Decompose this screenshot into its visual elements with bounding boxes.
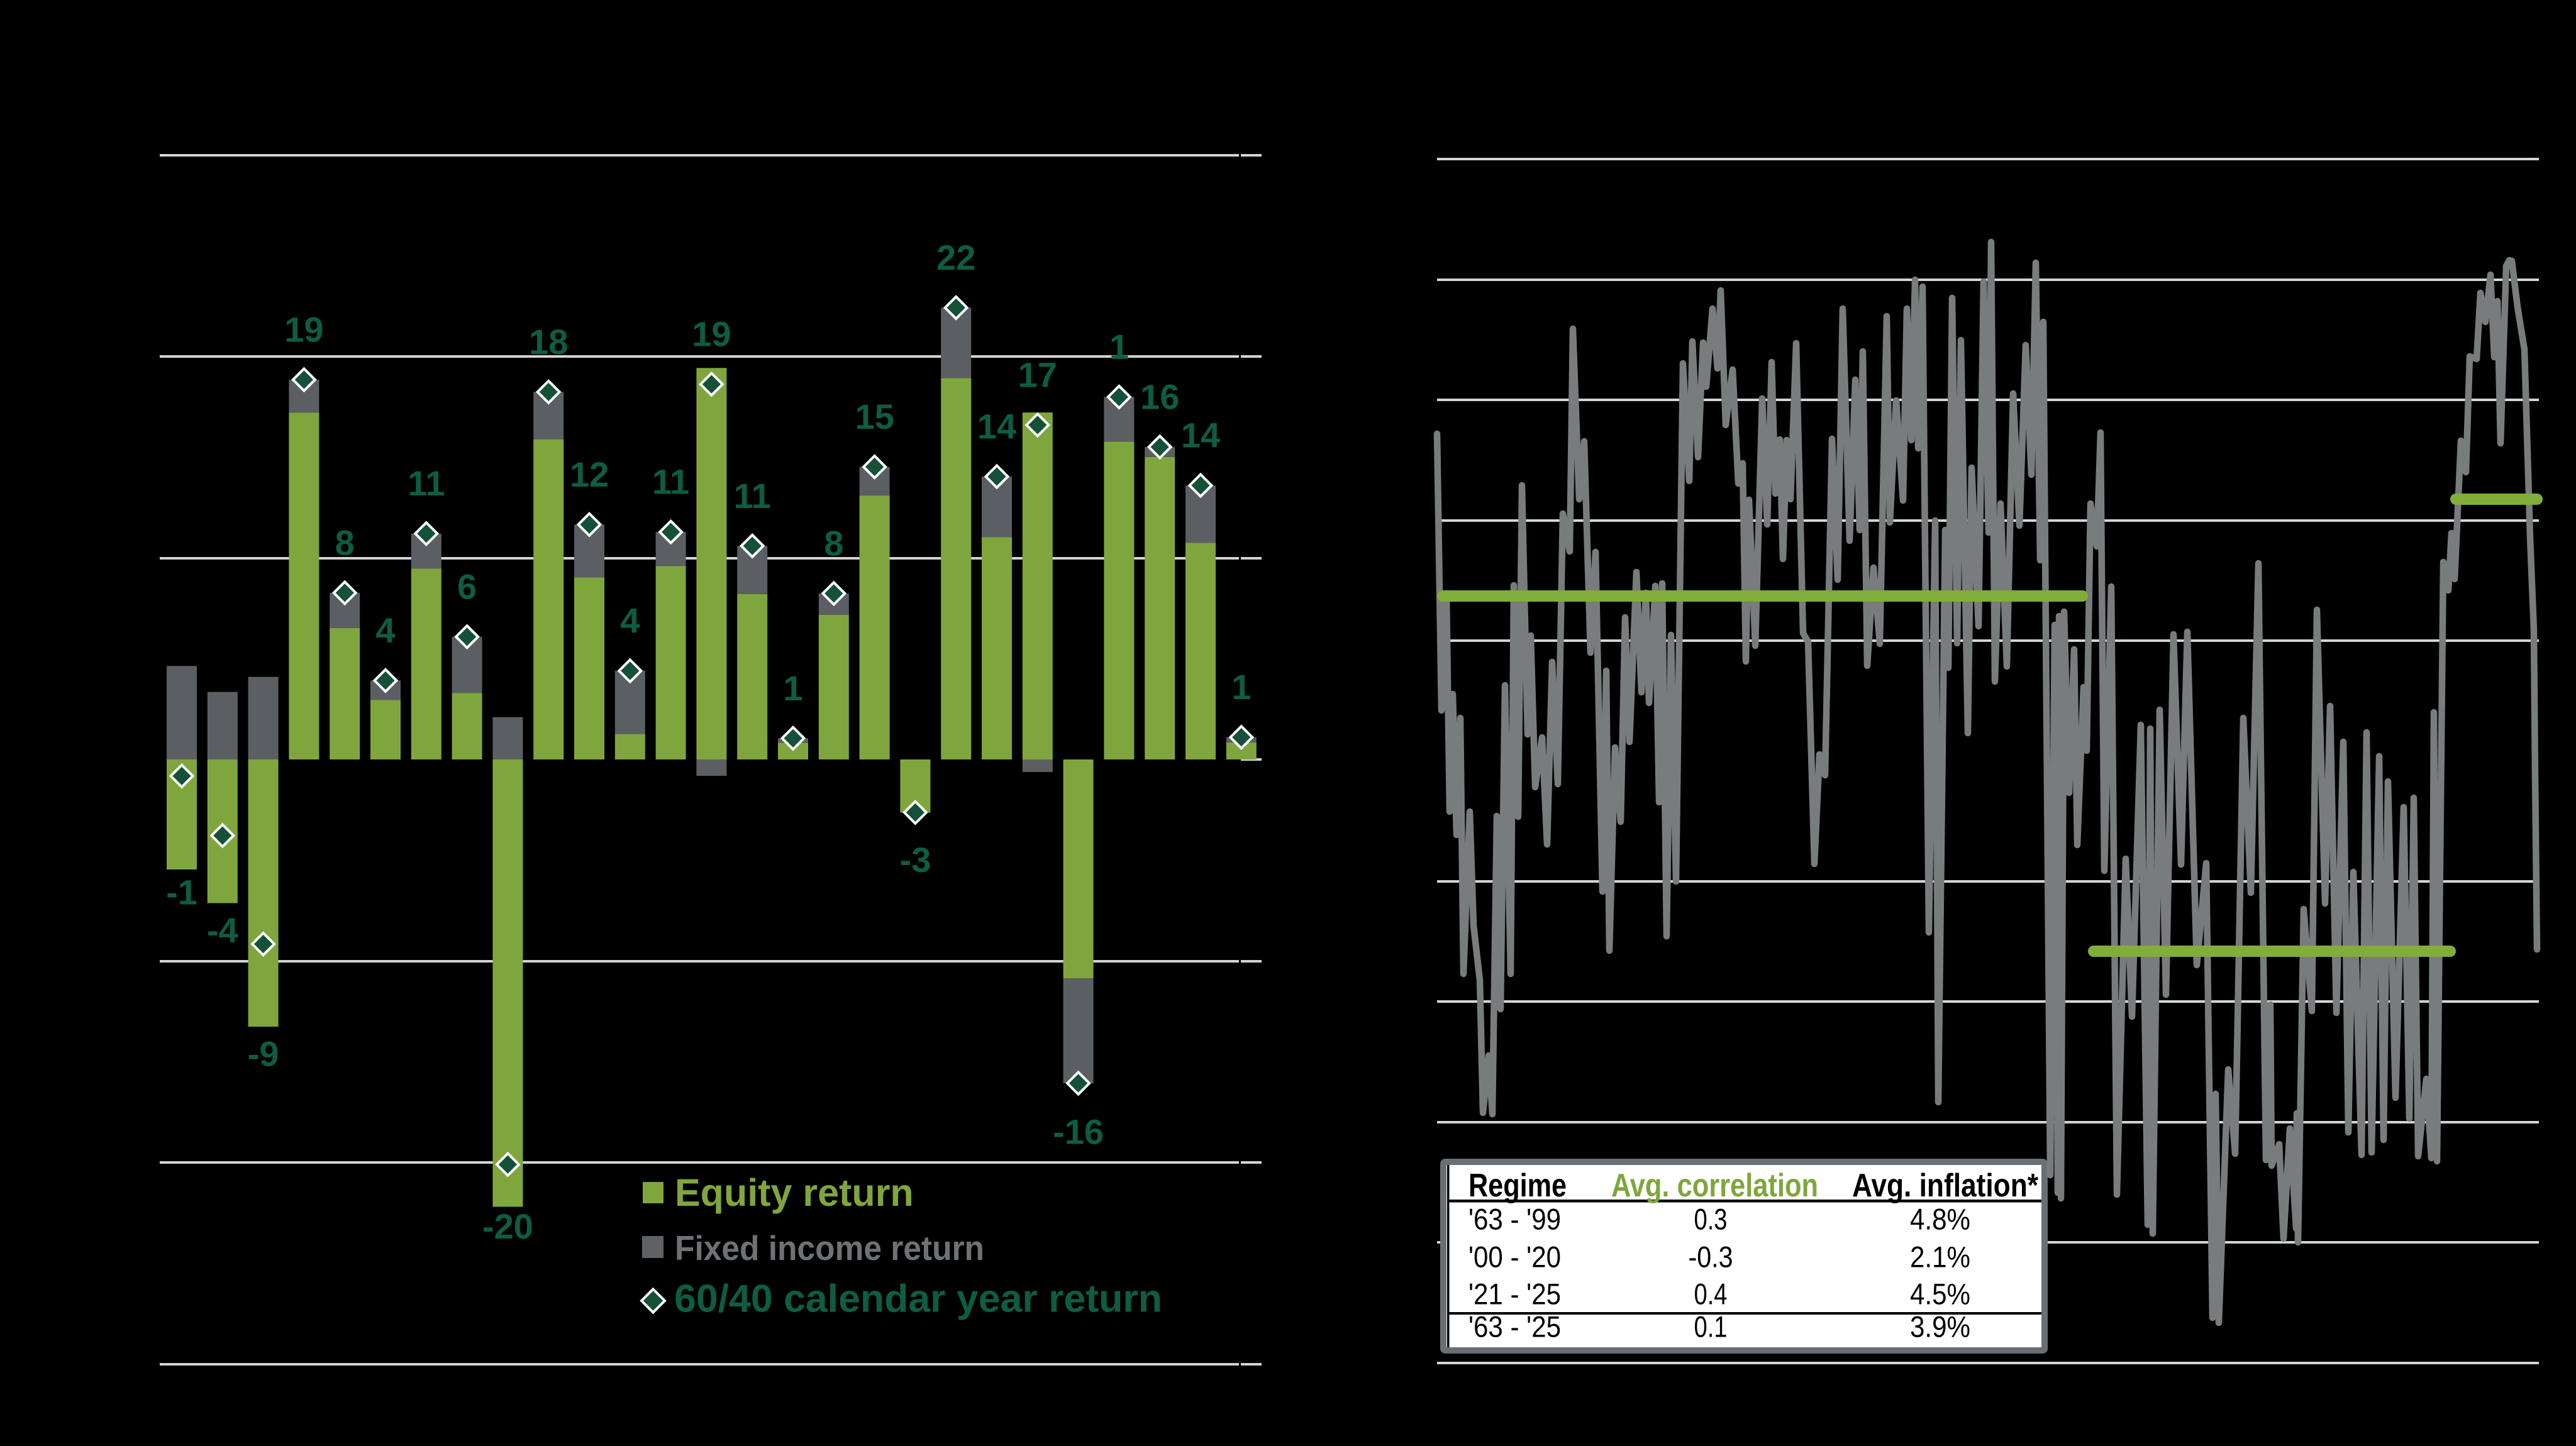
- svg-text:8: 8: [335, 522, 355, 562]
- svg-text:-0.3: -0.3: [1689, 1240, 1733, 1274]
- svg-text:8: 8: [824, 523, 843, 563]
- svg-text:14: 14: [1181, 416, 1220, 455]
- svg-text:Regime: Regime: [1468, 1167, 1567, 1204]
- svg-text:4: 4: [620, 601, 640, 641]
- svg-text:1: 1: [1109, 327, 1129, 367]
- svg-text:6: 6: [457, 566, 477, 606]
- svg-text:-9: -9: [248, 1034, 279, 1074]
- svg-text:-4: -4: [207, 910, 238, 950]
- svg-text:0.4: 0.4: [1694, 1278, 1728, 1311]
- svg-text:Avg. inflation*: Avg. inflation*: [1852, 1167, 2039, 1204]
- svg-text:4.8%: 4.8%: [1910, 1203, 1970, 1236]
- svg-text:14: 14: [977, 407, 1016, 446]
- svg-text:11: 11: [408, 463, 445, 503]
- svg-text:2.1%: 2.1%: [1910, 1240, 1970, 1274]
- svg-text:16: 16: [1140, 377, 1179, 416]
- svg-text:'63 - '25: '63 - '25: [1468, 1310, 1561, 1344]
- svg-text:15: 15: [855, 397, 894, 436]
- svg-text:19: 19: [692, 314, 731, 354]
- svg-text:17: 17: [1018, 355, 1057, 395]
- svg-text:4: 4: [375, 610, 395, 650]
- svg-text:Avg. correlation: Avg. correlation: [1611, 1167, 1818, 1204]
- svg-text:0.1: 0.1: [1694, 1310, 1728, 1344]
- svg-text:-3: -3: [900, 840, 931, 880]
- svg-text:0.3: 0.3: [1694, 1203, 1728, 1236]
- svg-text:60/40 calendar year return: 60/40 calendar year return: [674, 1278, 1162, 1321]
- svg-text:19: 19: [284, 309, 323, 349]
- svg-text:Fixed income return: Fixed income return: [675, 1228, 984, 1267]
- svg-text:3.9%: 3.9%: [1910, 1310, 1970, 1344]
- svg-text:'63 - '99: '63 - '99: [1468, 1203, 1561, 1236]
- svg-text:11: 11: [652, 462, 689, 502]
- svg-text:Equity return: Equity return: [675, 1171, 914, 1214]
- svg-text:22: 22: [936, 238, 975, 277]
- svg-text:1: 1: [783, 668, 802, 708]
- svg-text:18: 18: [529, 322, 568, 361]
- svg-text:-1: -1: [166, 873, 197, 912]
- svg-text:11: 11: [734, 476, 771, 516]
- svg-text:'00 - '20: '00 - '20: [1468, 1240, 1561, 1274]
- svg-text:'21 - '25: '21 - '25: [1468, 1278, 1561, 1311]
- svg-text:1: 1: [1231, 667, 1251, 707]
- svg-text:12: 12: [570, 455, 609, 494]
- svg-text:-20: -20: [482, 1206, 533, 1246]
- svg-text:4.5%: 4.5%: [1910, 1278, 1970, 1311]
- svg-text:-16: -16: [1053, 1112, 1104, 1152]
